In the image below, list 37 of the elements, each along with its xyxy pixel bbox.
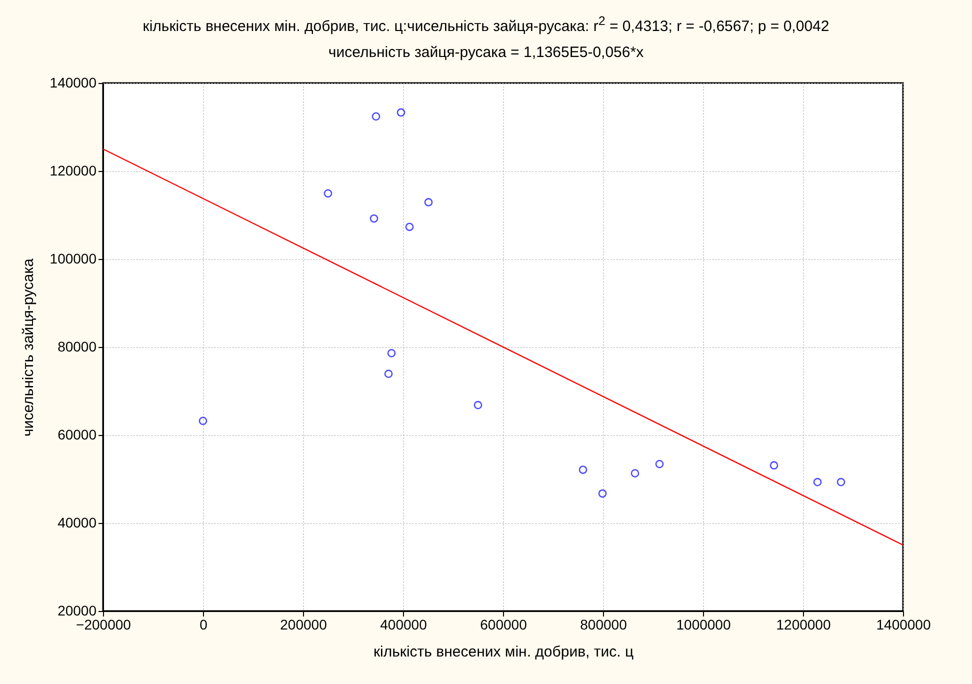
point — [630, 469, 640, 478]
point — [372, 112, 380, 121]
y-tick-label: 40000 — [58, 514, 97, 530]
point — [198, 416, 208, 426]
x-tick-label: −200000 — [76, 616, 132, 632]
y-tick-label: 60000 — [58, 426, 97, 442]
x-tick-label: 1200000 — [776, 616, 831, 632]
point — [770, 461, 778, 470]
y-tick-label: 80000 — [58, 338, 97, 354]
point — [384, 370, 393, 378]
x-tick-label: 800000 — [580, 616, 628, 632]
x-tick-label: 200000 — [280, 616, 328, 632]
chart-subtitle: чисельність зайця-русака = 1,1365E5-0,056*x — [327, 43, 645, 63]
point — [655, 460, 664, 468]
y-tick-label: 140000 — [50, 74, 97, 90]
x-tick-label: 600000 — [480, 616, 528, 632]
point — [474, 400, 482, 410]
x-axis-title: кількість внесених мін. добрив, тис. ц — [373, 644, 634, 660]
x-tick-label: 400000 — [380, 616, 428, 632]
x-tick-label: 1400000 — [876, 616, 931, 632]
point — [387, 348, 396, 358]
y-tick-label: 100000 — [50, 250, 97, 266]
y-tick-label: 20000 — [58, 602, 97, 618]
point — [598, 489, 607, 498]
point — [813, 478, 822, 486]
x-tick-label: 0 — [200, 616, 208, 632]
x-tick-label: 1000000 — [676, 616, 731, 632]
point — [836, 478, 846, 486]
point — [396, 108, 406, 117]
y-axis-title: чисельність зайця-русака — [20, 258, 37, 436]
point — [578, 466, 588, 474]
point — [370, 214, 378, 223]
y-tick-label: 120000 — [50, 162, 97, 178]
point — [405, 222, 414, 232]
point — [424, 198, 433, 206]
point — [324, 189, 332, 198]
chart-title: кількість внесених мін. добрив, тис. ц:чисельність зайця-русака: r$^{2}$ = 0,4313; r = -0,6567; p = 0,0042 — [142, 13, 830, 37]
